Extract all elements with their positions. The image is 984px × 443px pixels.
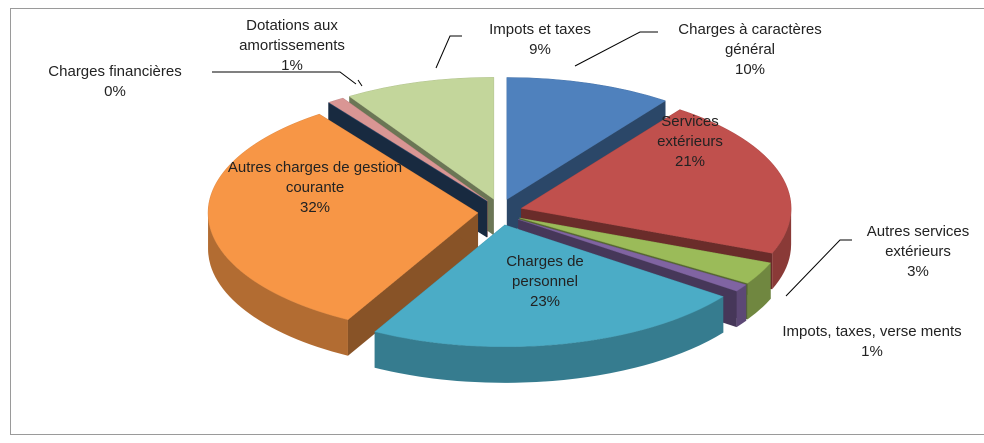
slice	[506, 77, 667, 200]
slice	[348, 77, 495, 200]
value-label: 32%	[299, 199, 331, 216]
data-label: Services extérieurs 21%	[635, 112, 745, 172]
slice-wall	[736, 284, 747, 328]
slice-wall	[208, 212, 348, 356]
value-label: 3%	[907, 263, 929, 280]
pie	[207, 77, 792, 383]
slice	[328, 97, 488, 202]
data-label: Autres services extérieurs 3%	[853, 222, 983, 282]
slice-wall	[747, 262, 771, 320]
slice	[519, 217, 772, 284]
slice	[518, 219, 747, 292]
value-label: 9%	[529, 41, 551, 58]
category-label: Autres services extérieurs	[866, 223, 970, 260]
data-label: Autres charges de gestion courante 32%	[225, 158, 405, 218]
category-label: Autres charges de gestion courante	[227, 159, 403, 196]
category-label: Charges à caractères général	[678, 21, 822, 58]
slice	[374, 224, 724, 348]
category-label: Charges financières	[48, 63, 182, 80]
data-label: Dotations aux amortissements 1%	[217, 16, 367, 76]
slice-wall	[374, 296, 724, 383]
data-label: Charges financières 0%	[20, 62, 210, 102]
value-label: 1%	[281, 57, 303, 74]
slice-wall	[772, 208, 792, 290]
slice	[328, 102, 488, 202]
value-label: 23%	[529, 293, 561, 310]
leader-line	[785, 239, 852, 297]
leader-line	[574, 31, 658, 67]
data-label: Charges à caractères général 10%	[665, 20, 835, 80]
value-label: 21%	[674, 153, 706, 170]
category-label: Impots, taxes, verse ments	[782, 323, 962, 340]
data-label: Impots, taxes, verse ments 1%	[782, 322, 962, 362]
slice	[207, 113, 479, 321]
slice-side	[347, 212, 479, 356]
value-label: 1%	[861, 343, 883, 360]
category-label: Charges de personnel	[506, 253, 584, 290]
slice	[520, 109, 792, 254]
leader-line	[357, 79, 363, 87]
category-label: Impots et taxes	[489, 21, 591, 38]
value-label: 0%	[104, 83, 126, 100]
leader-line	[435, 35, 462, 69]
value-label: 10%	[734, 61, 766, 78]
category-label: Dotations aux amortissements	[239, 17, 345, 54]
data-label: Impots et taxes 9%	[460, 20, 620, 60]
category-label: Services extérieurs	[657, 113, 723, 150]
data-label: Charges de personnel 23%	[485, 252, 605, 312]
leader-line	[212, 71, 357, 85]
